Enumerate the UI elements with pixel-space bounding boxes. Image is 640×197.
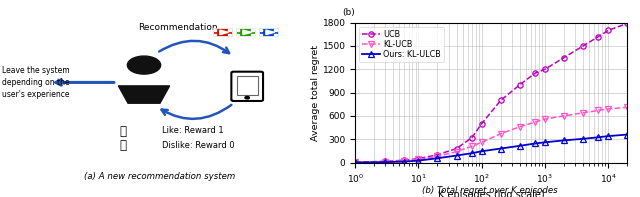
Line: Ours: KL-ULCB: Ours: KL-ULCB <box>353 132 630 165</box>
Line: UCB: UCB <box>353 21 630 165</box>
UCB <box>541 68 548 71</box>
UCB <box>434 154 442 156</box>
FancyBboxPatch shape <box>259 28 278 36</box>
Bar <box>251 29 253 31</box>
KL-UCB <box>604 108 612 110</box>
UCB <box>478 123 486 125</box>
Ours: KL-ULCB: (1e+03, 260): KL-ULCB: (1e+03, 260) <box>541 141 548 143</box>
KL-UCB <box>452 151 460 153</box>
Circle shape <box>127 56 161 74</box>
UCB <box>579 45 587 47</box>
Ours: KL-ULCB: (3, 5): KL-ULCB: (3, 5) <box>381 161 389 163</box>
Bar <box>251 34 253 35</box>
Ours: KL-ULCB: (2e+03, 285): KL-ULCB: (2e+03, 285) <box>560 139 568 142</box>
UCB <box>560 57 568 59</box>
Y-axis label: Average total regret: Average total regret <box>310 45 320 141</box>
Text: (b): (b) <box>342 8 355 17</box>
Ours: KL-ULCB: (2e+04, 360): KL-ULCB: (2e+04, 360) <box>623 133 631 136</box>
Circle shape <box>245 97 250 99</box>
KL-UCB <box>541 118 548 120</box>
UCB <box>497 99 504 101</box>
Ours: KL-ULCB: (20, 55): KL-ULCB: (20, 55) <box>434 157 442 159</box>
KL-UCB <box>560 115 568 117</box>
KL-UCB <box>415 158 422 161</box>
Ours: KL-ULCB: (7e+03, 325): KL-ULCB: (7e+03, 325) <box>595 136 602 138</box>
Line: KL-UCB: KL-UCB <box>353 105 630 165</box>
KL-UCB <box>434 155 442 157</box>
Bar <box>214 34 216 35</box>
Polygon shape <box>118 86 170 103</box>
UCB <box>452 147 460 150</box>
Text: 👍: 👍 <box>120 125 127 138</box>
Text: Like: Reward 1: Like: Reward 1 <box>161 126 223 135</box>
KL-UCB <box>579 112 587 114</box>
UCB <box>351 161 359 163</box>
KL-UCB <box>595 109 602 112</box>
Bar <box>228 34 231 35</box>
Ours: KL-ULCB: (200, 180): KL-ULCB: (200, 180) <box>497 147 504 150</box>
Text: (b) Total regret over K episodes: (b) Total regret over K episodes <box>422 186 557 195</box>
Bar <box>214 29 216 31</box>
Bar <box>260 34 262 35</box>
Text: 👎: 👎 <box>120 139 127 152</box>
Bar <box>237 34 239 35</box>
Bar <box>260 29 262 31</box>
Bar <box>275 29 277 31</box>
Ours: KL-ULCB: (400, 215): KL-ULCB: (400, 215) <box>516 145 524 147</box>
Bar <box>228 29 231 31</box>
KL-UCB <box>478 141 486 143</box>
UCB <box>623 22 631 25</box>
Polygon shape <box>220 30 228 35</box>
FancyBboxPatch shape <box>212 28 232 36</box>
Text: Leave the system
depending on the
user's experience: Leave the system depending on the user's… <box>2 66 69 99</box>
UCB <box>595 35 602 38</box>
Ours: KL-ULCB: (1, 2): KL-ULCB: (1, 2) <box>351 161 359 164</box>
FancyBboxPatch shape <box>232 72 263 101</box>
KL-UCB <box>351 161 359 163</box>
Polygon shape <box>266 30 275 35</box>
KL-UCB <box>381 160 389 163</box>
Ours: KL-ULCB: (700, 245): KL-ULCB: (700, 245) <box>531 142 539 145</box>
Text: Dislike: Reward 0: Dislike: Reward 0 <box>161 141 234 150</box>
UCB <box>381 160 389 163</box>
KL-UCB <box>401 160 408 162</box>
KL-UCB <box>516 126 524 128</box>
UCB <box>516 84 524 86</box>
UCB <box>415 157 422 160</box>
Bar <box>275 34 277 35</box>
KL-UCB <box>497 133 504 135</box>
KL-UCB <box>531 121 539 123</box>
Ours: KL-ULCB: (100, 145): KL-ULCB: (100, 145) <box>478 150 486 152</box>
UCB <box>468 137 476 139</box>
FancyBboxPatch shape <box>237 76 257 95</box>
Ours: KL-ULCB: (1e+04, 340): KL-ULCB: (1e+04, 340) <box>604 135 612 137</box>
Polygon shape <box>243 30 252 35</box>
Bar <box>237 29 239 31</box>
Ours: KL-ULCB: (70, 120): KL-ULCB: (70, 120) <box>468 152 476 154</box>
Text: Recommendation: Recommendation <box>138 23 218 32</box>
Text: (a) A new recommendation system: (a) A new recommendation system <box>84 172 236 181</box>
UCB <box>531 72 539 74</box>
Ours: KL-ULCB: (40, 90): KL-ULCB: (40, 90) <box>452 154 460 157</box>
UCB <box>604 29 612 32</box>
FancyBboxPatch shape <box>236 28 255 36</box>
Ours: KL-ULCB: (6, 12): KL-ULCB: (6, 12) <box>401 160 408 163</box>
KL-UCB <box>468 145 476 147</box>
Ours: KL-ULCB: (4e+03, 305): KL-ULCB: (4e+03, 305) <box>579 138 587 140</box>
UCB <box>401 159 408 161</box>
KL-UCB <box>623 106 631 109</box>
Legend: UCB, KL-UCB, Ours: KL-ULCB: UCB, KL-UCB, Ours: KL-ULCB <box>359 27 444 62</box>
Ours: KL-ULCB: (10, 25): KL-ULCB: (10, 25) <box>415 159 422 162</box>
X-axis label: K episodes (log scale): K episodes (log scale) <box>438 190 545 197</box>
